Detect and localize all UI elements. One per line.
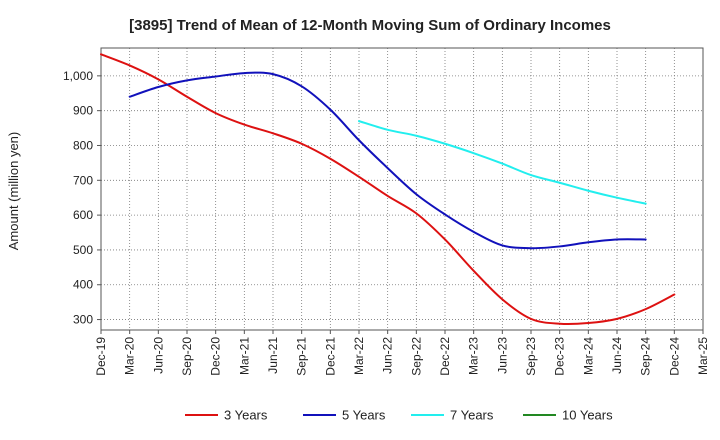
x-tick-label: Mar-23	[467, 337, 481, 375]
plot-frame	[100, 47, 704, 331]
y-tick-label: 1,000	[63, 69, 93, 83]
chart-title: [3895] Trend of Mean of 12-Month Moving …	[129, 17, 611, 34]
x-tick-label: Jun-20	[151, 337, 165, 374]
x-tick-label: Jun-21	[266, 337, 280, 374]
y-tick-label: 500	[73, 243, 93, 257]
plot-area	[101, 48, 703, 330]
x-tick-label: Dec-22	[438, 337, 452, 376]
series-layer	[100, 53, 676, 326]
y-tick-label: 800	[73, 138, 93, 152]
axis-layer: 300 400 500 600 700 800 900 1,000 Dec-19 Mar-20 Ju…	[63, 47, 710, 376]
x-tick-label: Jun-24	[610, 337, 624, 374]
series-line-7-years	[358, 120, 647, 205]
x-tick-label: Jun-22	[381, 337, 395, 374]
grid-layer	[100, 48, 704, 330]
x-tick-label: Dec-24	[667, 337, 681, 376]
x-tick-label: Dec-20	[209, 337, 223, 376]
series-line-3-years	[100, 53, 676, 326]
legend-label-7-years: 7 Years	[450, 408, 494, 423]
x-tick-label: Dec-23	[553, 337, 567, 376]
y-tick-label: 700	[73, 173, 93, 187]
y-tick-label: 600	[73, 208, 93, 222]
y-tick-label: 400	[73, 278, 93, 292]
y-axis-label: Amount (million yen)	[6, 132, 21, 251]
x-tick-label: Mar-25	[696, 337, 710, 375]
x-tick-label: Sep-22	[409, 337, 423, 376]
legend-label-3-years: 3 Years	[224, 408, 268, 423]
legend-label-5-years: 5 Years	[342, 408, 386, 423]
x-tick-label: Dec-21	[323, 337, 337, 376]
x-tick-label: Jun-23	[495, 337, 509, 374]
x-tick-label: Mar-20	[123, 337, 137, 375]
x-tick-label: Mar-22	[352, 337, 366, 375]
legend: 3 Years 5 Years 7 Years 10 Years	[185, 408, 613, 423]
x-tick-label: Mar-21	[237, 337, 251, 375]
x-tick-label: Sep-23	[524, 337, 538, 376]
legend-label-10-years: 10 Years	[562, 408, 613, 423]
x-tick-label: Sep-21	[295, 337, 309, 376]
y-tick-label: 900	[73, 104, 93, 118]
x-tick-label: Sep-24	[639, 337, 653, 376]
x-tick-label: Sep-20	[180, 337, 194, 376]
x-tick-label: Mar-24	[581, 337, 595, 375]
series-line-5-years	[128, 71, 647, 250]
y-tick-label: 300	[73, 313, 93, 327]
x-tick-label: Dec-19	[94, 337, 108, 376]
